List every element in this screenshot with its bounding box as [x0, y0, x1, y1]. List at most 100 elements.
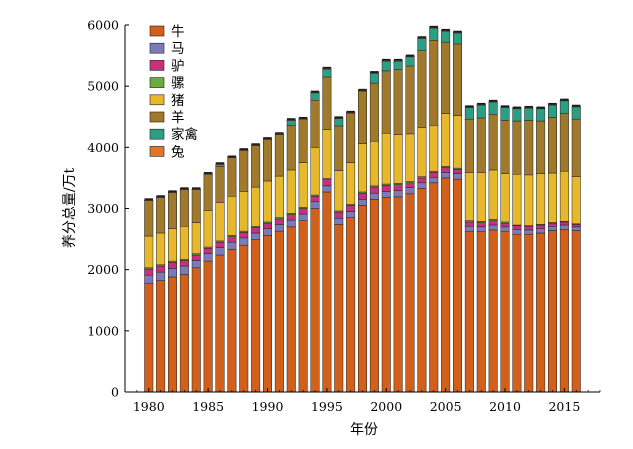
bar-2002-马 — [405, 187, 415, 195]
bar-cap-1996 — [334, 116, 343, 118]
legend-label: 猪 — [171, 93, 185, 109]
bar-1989-猪 — [251, 186, 261, 227]
bar-cap-2009 — [488, 99, 498, 102]
bar-cap-1986 — [215, 162, 225, 164]
bar-1981-猪 — [156, 232, 166, 266]
bar-2009-牛 — [488, 229, 498, 393]
bar-2000-羊 — [381, 70, 391, 134]
bar-2001-牛 — [393, 196, 403, 393]
bar-1983-牛 — [179, 274, 189, 393]
bar-cap-2002 — [405, 54, 415, 57]
bar-2005-家禽 — [441, 30, 451, 43]
bar-2016-家禽 — [571, 106, 581, 120]
bar-1986-驴 — [215, 241, 225, 248]
bar-2010-牛 — [500, 231, 510, 393]
bar-1990-猪 — [263, 180, 272, 223]
bar-cap-1994 — [310, 90, 320, 93]
bar-2000-兔 — [381, 60, 391, 62]
bar-2008-兔 — [476, 104, 486, 106]
bar-1989-兔 — [251, 144, 261, 146]
bar-1999-羊 — [369, 82, 379, 142]
bar-2006-羊 — [453, 43, 462, 116]
bar-1982-驴 — [168, 262, 177, 269]
bar-cap-1993 — [298, 116, 308, 119]
bar-1988-猪 — [239, 191, 249, 232]
bar-1983-羊 — [179, 189, 189, 227]
bar-1994-家禽 — [310, 92, 320, 101]
bar-1997-驴 — [346, 205, 356, 212]
y-tick-label: 4000 — [87, 140, 119, 155]
bar-cap-1985 — [203, 172, 213, 174]
x-tick-label: 2010 — [489, 399, 521, 414]
bar-1983-马 — [179, 265, 189, 275]
bar-1988-马 — [239, 237, 249, 246]
bar-1984-牛 — [191, 267, 201, 393]
legend-label: 骡 — [171, 76, 185, 92]
bar-2003-兔 — [417, 37, 427, 39]
bar-1998-猪 — [358, 143, 367, 193]
bar-1984-兔 — [191, 188, 201, 190]
bar-2013-兔 — [536, 107, 546, 110]
bar-1995-驴 — [322, 179, 332, 187]
bar-cap-2007 — [465, 105, 474, 107]
bar-1981-驴 — [156, 265, 166, 273]
bar-cap-1988 — [239, 148, 248, 150]
bar-cap-1995 — [322, 66, 332, 69]
legend-swatch — [149, 94, 165, 106]
bar-2013-牛 — [536, 232, 546, 393]
bar-1993-马 — [298, 213, 308, 221]
bar-2001-马 — [393, 190, 403, 198]
bar-2001-家禽 — [393, 60, 403, 70]
bar-1998-马 — [358, 199, 367, 206]
bar-1995-牛 — [322, 191, 332, 393]
bar-1988-羊 — [239, 150, 249, 192]
bar-1984-驴 — [191, 254, 201, 261]
bar-2011-驴 — [512, 225, 522, 230]
bar-2009-羊 — [488, 114, 498, 171]
axes-layer: 0 1000 2000 3000 4000 5000 6000 1980 1985 1990 199… — [87, 18, 601, 414]
bar-2005-兔 — [441, 30, 451, 32]
bar-2016-驴 — [571, 224, 581, 228]
bar-2015-马 — [559, 224, 569, 230]
bar-1987-猪 — [227, 196, 237, 236]
bar-2009-家禽 — [488, 101, 498, 115]
bar-cap-2006 — [453, 30, 462, 33]
bar-2016-马 — [571, 226, 581, 231]
bar-1992-兔 — [286, 119, 296, 121]
bar-2011-家禽 — [512, 108, 522, 122]
bar-2008-马 — [476, 226, 486, 232]
legend-swatch — [149, 146, 165, 157]
bar-1982-牛 — [168, 276, 177, 393]
bar-2012-家禽 — [524, 107, 534, 121]
bar-1983-驴 — [179, 260, 189, 267]
legend-swatch — [149, 42, 165, 54]
bar-1985-兔 — [203, 173, 213, 175]
legend-label: 家禽 — [171, 126, 198, 143]
bar-2014-马 — [548, 225, 557, 231]
y-tick-label: 0 — [111, 385, 119, 400]
bar-2015-家禽 — [559, 100, 569, 114]
bar-2002-牛 — [405, 193, 415, 393]
bar-2013-猪 — [536, 173, 546, 225]
bar-1986-兔 — [215, 163, 225, 165]
x-axis-label: 年份 — [350, 422, 378, 438]
bar-2010-猪 — [500, 173, 510, 223]
bar-cap-2011 — [512, 106, 522, 109]
bar-2004-牛 — [429, 182, 439, 393]
bar-1992-羊 — [286, 125, 296, 171]
bar-2001-猪 — [393, 134, 403, 184]
bar-2014-驴 — [548, 222, 557, 227]
bar-1997-羊 — [346, 112, 356, 163]
bar-cap-2004 — [429, 25, 438, 28]
y-tick-label: 6000 — [87, 18, 119, 33]
bar-2010-马 — [500, 226, 510, 232]
bar-cap-1999 — [370, 71, 379, 73]
bar-1983-猪 — [179, 225, 189, 260]
bar-2014-猪 — [548, 172, 557, 223]
bar-2004-猪 — [429, 125, 439, 172]
bar-2004-羊 — [429, 40, 439, 126]
bar-1999-马 — [369, 192, 379, 200]
bar-2009-驴 — [488, 220, 498, 226]
bar-1985-驴 — [203, 248, 213, 255]
